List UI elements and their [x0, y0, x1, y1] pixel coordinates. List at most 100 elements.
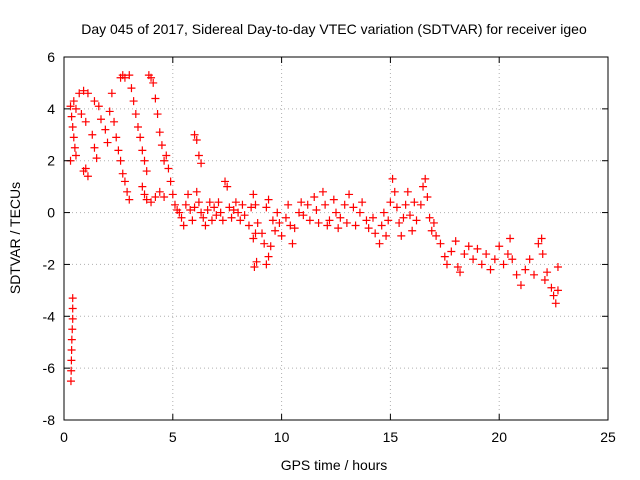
data-point — [271, 226, 280, 235]
data-point — [392, 203, 401, 212]
data-point — [67, 356, 76, 365]
data-points — [66, 71, 562, 386]
data-point — [201, 221, 210, 230]
data-point — [551, 299, 560, 308]
data-point — [71, 104, 80, 113]
data-point — [249, 234, 258, 243]
data-point — [336, 213, 345, 222]
data-point — [205, 198, 214, 207]
data-point — [421, 174, 430, 183]
data-point — [516, 281, 525, 290]
data-point — [155, 128, 164, 137]
data-point — [127, 84, 136, 93]
data-point — [395, 218, 404, 227]
data-point — [310, 193, 319, 202]
data-point — [277, 231, 286, 240]
data-point — [227, 213, 236, 222]
data-point — [142, 167, 151, 176]
data-point — [162, 151, 171, 160]
data-point — [382, 231, 391, 240]
data-point — [495, 242, 504, 251]
data-point — [170, 200, 179, 209]
data-point — [364, 224, 373, 233]
data-point — [486, 265, 495, 274]
data-point — [67, 366, 76, 375]
data-point — [477, 260, 486, 269]
data-point — [281, 213, 290, 222]
data-point — [432, 231, 441, 240]
data-point — [67, 345, 76, 354]
data-point — [423, 193, 432, 202]
data-point — [70, 143, 79, 152]
data-point — [125, 71, 134, 80]
data-point — [83, 172, 92, 181]
data-point — [140, 190, 149, 199]
data-point — [530, 270, 539, 279]
data-point — [456, 268, 465, 277]
data-point — [332, 208, 340, 217]
data-point — [284, 200, 293, 209]
y-tick-label: 6 — [47, 49, 55, 65]
data-point — [264, 195, 273, 204]
data-point — [442, 260, 451, 269]
data-point — [416, 200, 425, 209]
data-point — [190, 130, 199, 139]
data-point — [342, 218, 351, 227]
data-point — [238, 200, 247, 209]
data-point — [221, 177, 230, 186]
data-point — [68, 304, 77, 313]
data-point — [147, 73, 156, 82]
x-tick-label: 0 — [60, 429, 68, 445]
data-point — [403, 187, 412, 196]
data-point — [67, 335, 76, 344]
data-point — [112, 133, 121, 142]
data-point — [405, 211, 414, 220]
data-point — [273, 208, 282, 217]
data-point — [412, 216, 421, 225]
data-point — [303, 200, 312, 209]
data-point — [151, 94, 160, 103]
data-point — [114, 146, 123, 155]
data-point — [334, 224, 343, 233]
data-point — [66, 102, 75, 111]
y-axis-label: SDTVAR / TECUs — [7, 182, 23, 294]
data-point — [305, 216, 314, 225]
data-point — [105, 107, 114, 116]
data-point — [157, 141, 166, 150]
data-point — [325, 216, 334, 225]
data-point — [125, 195, 134, 204]
data-point — [179, 221, 188, 230]
data-point — [120, 73, 129, 82]
data-point — [436, 239, 445, 248]
data-point — [69, 97, 78, 106]
data-point — [192, 135, 201, 144]
data-point — [216, 208, 225, 217]
data-point — [355, 208, 364, 217]
data-point — [253, 218, 262, 227]
data-point — [110, 117, 119, 126]
data-point — [66, 377, 75, 386]
data-point — [453, 263, 462, 272]
data-point — [399, 213, 408, 222]
data-point — [397, 231, 406, 240]
data-point — [249, 190, 258, 199]
data-point — [68, 123, 77, 132]
data-point — [203, 205, 212, 214]
data-point — [181, 200, 190, 209]
x-tick-label: 5 — [169, 429, 177, 445]
data-point — [184, 190, 193, 199]
data-point — [92, 154, 101, 163]
data-point — [521, 265, 530, 274]
data-point — [540, 275, 549, 284]
data-point — [295, 208, 304, 217]
data-point — [329, 195, 338, 204]
data-point — [266, 242, 275, 251]
data-point — [197, 208, 206, 217]
data-point — [464, 242, 473, 251]
data-point — [67, 112, 76, 121]
data-point — [164, 164, 173, 173]
data-point — [229, 205, 238, 214]
data-point — [543, 268, 552, 277]
data-point — [160, 193, 169, 202]
plot-frame — [63, 56, 609, 421]
